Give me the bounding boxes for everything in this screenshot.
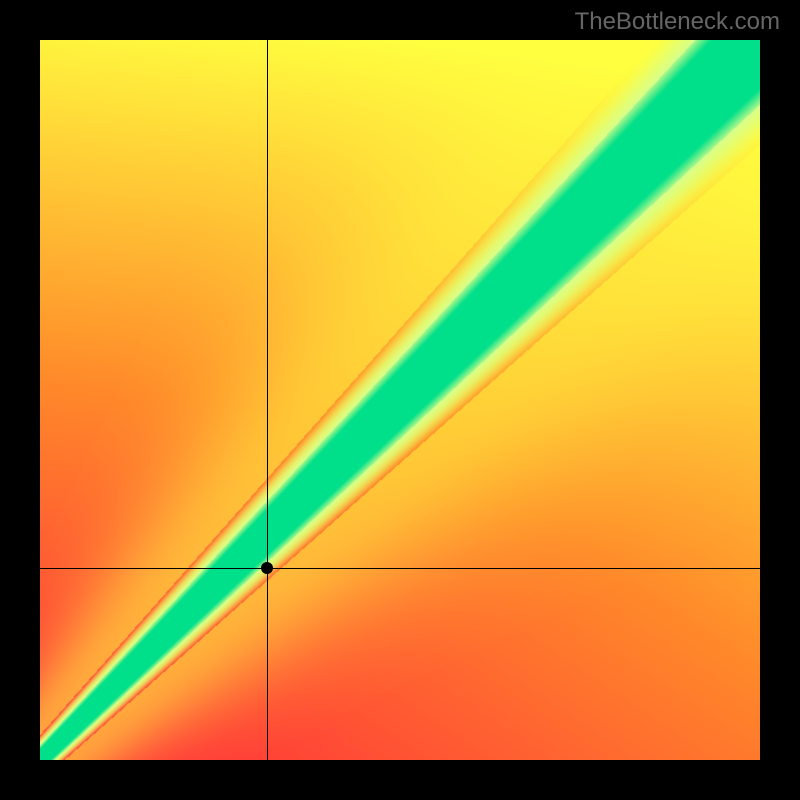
crosshair-horizontal [40,568,760,569]
plot-area [40,40,760,760]
chart-container: TheBottleneck.com [0,0,800,800]
crosshair-vertical [267,40,268,760]
marker-dot [261,562,273,574]
watermark-text: TheBottleneck.com [575,8,780,36]
heatmap-canvas [40,40,760,760]
